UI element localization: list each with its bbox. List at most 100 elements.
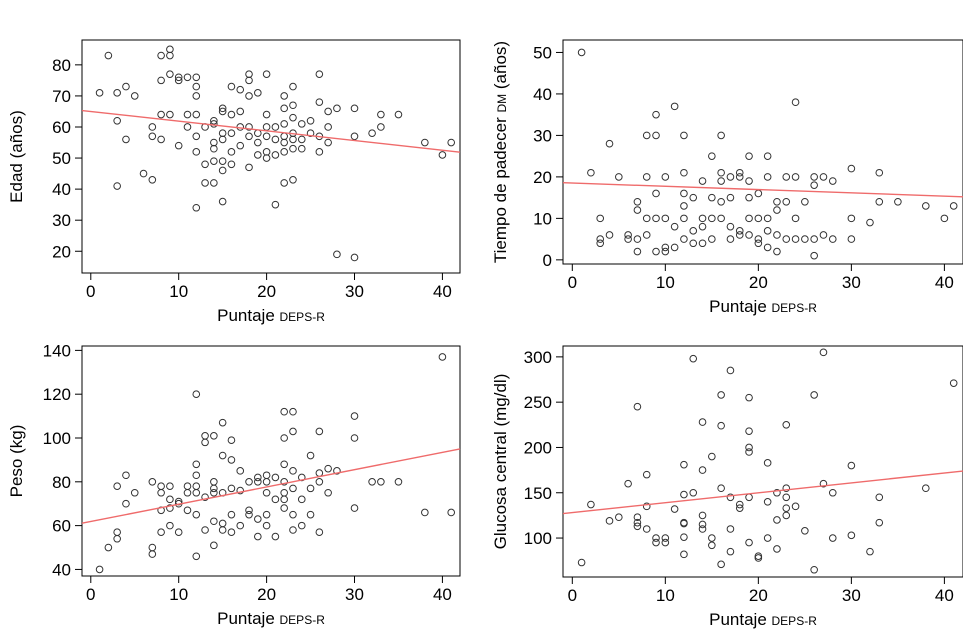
- data-point: [306, 510, 315, 519]
- data-point: [262, 132, 271, 141]
- data-point: [289, 407, 297, 416]
- data-point: [262, 148, 271, 156]
- data-point: [289, 484, 297, 493]
- data-point: [754, 239, 763, 248]
- data-point: [333, 250, 341, 259]
- data-point: [726, 547, 735, 556]
- data-point: [157, 76, 165, 85]
- data-point: [633, 402, 642, 411]
- data-point: [708, 452, 716, 461]
- data-point: [210, 138, 218, 147]
- data-point: [227, 436, 236, 444]
- data-point: [183, 110, 192, 119]
- data-point: [708, 214, 716, 223]
- data-point: [166, 495, 174, 504]
- chart-panel-3: 0 10 20 30 40 40 60 80 100 120 140 Puntaje DEPS-R Pe…: [7, 341, 461, 628]
- x-tick-label: 20: [257, 585, 276, 604]
- x-axis-label: Puntaje DEPS-R: [217, 609, 325, 628]
- data-point: [847, 531, 856, 540]
- data-point: [642, 231, 651, 239]
- data-point: [227, 510, 236, 519]
- data-point: [717, 484, 725, 493]
- y-tick-label: 20: [52, 242, 71, 261]
- data-point: [698, 511, 707, 520]
- data-point: [245, 123, 253, 131]
- data-point: [218, 166, 227, 175]
- data-point: [698, 239, 707, 248]
- data-point: [596, 239, 605, 248]
- data-point: [210, 484, 218, 493]
- data-point: [192, 460, 201, 469]
- data-point: [652, 214, 660, 223]
- x-tick-label: 10: [656, 586, 675, 605]
- data-point: [210, 517, 218, 526]
- data-point: [791, 235, 800, 243]
- y-tick-label: 300: [524, 348, 552, 367]
- data-point: [828, 177, 837, 185]
- data-point: [157, 488, 165, 497]
- y-tick-label: 50: [52, 149, 71, 168]
- data-point: [698, 418, 707, 426]
- data-point: [689, 193, 698, 202]
- x-tick-label: 0: [568, 586, 577, 605]
- data-point: [245, 510, 253, 519]
- data-point: [113, 482, 121, 490]
- data-point: [262, 471, 271, 480]
- y-tick-label: 120: [43, 385, 71, 404]
- data-point: [245, 92, 253, 100]
- data-point: [157, 528, 165, 536]
- data-point: [218, 418, 227, 427]
- data-point: [130, 92, 139, 100]
- data-point: [689, 227, 698, 235]
- x-tick-label: 0: [568, 273, 577, 292]
- data-point: [773, 488, 781, 497]
- data-point: [587, 500, 595, 509]
- data-point: [192, 148, 201, 156]
- y-tick-label: 20: [533, 168, 552, 187]
- data-point: [773, 247, 781, 256]
- x-axis-label: Puntaje DEPS-R: [217, 306, 325, 325]
- y-axis-label: Tiempo de padecer DM (años): [491, 41, 510, 263]
- data-point: [745, 427, 753, 435]
- regression-line: [562, 181, 963, 198]
- data-point: [377, 478, 385, 486]
- regression-line: [81, 109, 461, 153]
- data-point: [236, 141, 245, 150]
- data-point: [847, 461, 856, 470]
- data-point: [192, 510, 201, 519]
- data-point: [791, 173, 800, 181]
- data-point: [652, 110, 660, 119]
- data-point: [438, 151, 447, 159]
- data-point: [689, 239, 698, 248]
- data-point: [218, 451, 227, 460]
- data-point: [661, 243, 670, 252]
- data-point: [122, 135, 130, 144]
- data-point: [810, 181, 818, 189]
- data-point: [689, 488, 698, 497]
- data-point: [624, 231, 632, 239]
- data-point: [113, 182, 121, 190]
- y-tick-label: 100: [524, 529, 552, 548]
- data-point: [289, 467, 297, 475]
- data-point: [810, 251, 818, 260]
- data-point: [210, 432, 218, 440]
- data-point: [735, 173, 744, 181]
- x-tick-label: 40: [935, 273, 954, 292]
- data-point: [254, 89, 262, 97]
- y-tick-label: 100: [43, 429, 71, 448]
- data-point: [735, 231, 744, 239]
- y-tick-label: 40: [52, 560, 71, 579]
- data-point: [201, 438, 209, 447]
- data-point: [421, 138, 429, 147]
- data-point: [262, 521, 271, 530]
- data-point: [104, 543, 113, 552]
- data-point: [210, 120, 218, 128]
- data-point: [847, 164, 856, 173]
- data-point: [315, 70, 324, 78]
- data-point: [782, 173, 791, 181]
- data-point: [680, 519, 688, 528]
- data-point: [828, 488, 837, 497]
- data-point: [745, 177, 753, 185]
- data-point: [773, 516, 781, 524]
- x-tick-label: 40: [433, 585, 452, 604]
